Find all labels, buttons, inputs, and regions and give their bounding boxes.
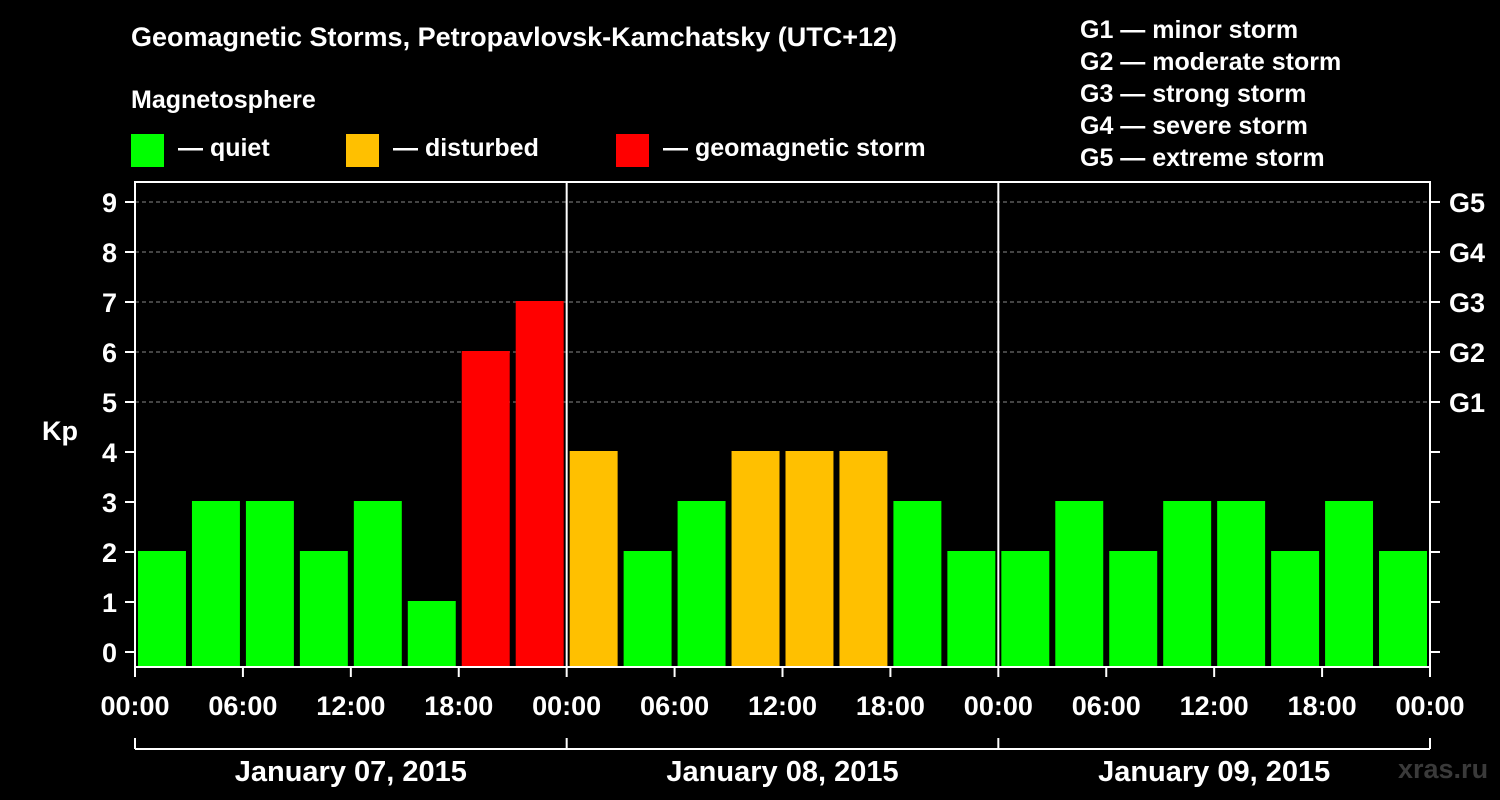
- x-tick-label: 18:00: [424, 691, 493, 721]
- x-tick-label: 00:00: [100, 691, 169, 721]
- kp-bar: [1109, 551, 1158, 667]
- g-level-label: G1: [1449, 388, 1485, 418]
- kp-bar: [839, 451, 888, 667]
- legend-swatch-quiet: [131, 134, 164, 167]
- g-level-label: G4: [1449, 238, 1485, 268]
- kp-bar: [515, 301, 564, 667]
- kp-bar: [731, 451, 780, 667]
- y-tick-label: 5: [102, 388, 117, 418]
- y-tick-label: 4: [102, 438, 117, 468]
- g-level-label: G3: [1449, 288, 1485, 318]
- kp-bar: [677, 501, 726, 667]
- legend-swatch-disturbed: [346, 134, 379, 167]
- y-tick-label: 8: [102, 238, 117, 268]
- kp-bar: [1001, 551, 1050, 667]
- y-tick-label: 6: [102, 338, 117, 368]
- kp-bar: [1163, 501, 1212, 667]
- x-tick-label: 12:00: [748, 691, 817, 721]
- g-level-label: G2: [1449, 338, 1485, 368]
- watermark: xras.ru: [1398, 754, 1489, 784]
- kp-bar: [138, 551, 186, 667]
- y-tick-label: 7: [102, 288, 117, 318]
- kp-bar: [569, 451, 618, 667]
- kp-bar: [1379, 551, 1427, 667]
- x-tick-label: 00:00: [1395, 691, 1464, 721]
- kp-bar: [623, 551, 672, 667]
- g-level-label: G5: [1449, 188, 1485, 218]
- kp-bar: [1217, 501, 1266, 667]
- kp-bar: [299, 551, 348, 667]
- x-tick-label: 00:00: [964, 691, 1033, 721]
- legend-label-quiet: — quiet: [178, 134, 270, 162]
- kp-bar: [191, 501, 240, 667]
- g-scale-item: G1 — minor storm: [1080, 16, 1299, 44]
- chart-title: Geomagnetic Storms, Petropavlovsk-Kamcha…: [131, 22, 898, 52]
- y-tick-label: 0: [102, 638, 117, 668]
- legend-label-disturbed: — disturbed: [393, 134, 539, 162]
- y-tick-label: 3: [102, 488, 117, 518]
- x-tick-label: 06:00: [640, 691, 709, 721]
- x-tick-label: 18:00: [1288, 691, 1357, 721]
- kp-bar: [1055, 501, 1104, 667]
- kp-bar: [407, 601, 456, 667]
- g-scale-item: G5 — extreme storm: [1080, 144, 1325, 172]
- kp-bar: [461, 351, 510, 667]
- y-axis-label: Kp: [42, 416, 78, 446]
- kp-bar: [893, 501, 942, 667]
- x-tick-label: 18:00: [856, 691, 925, 721]
- x-tick-label: 12:00: [1180, 691, 1249, 721]
- legend-heading: Magnetosphere: [131, 86, 316, 114]
- x-tick-label: 12:00: [316, 691, 385, 721]
- day-label: January 07, 2015: [235, 756, 467, 788]
- x-tick-label: 06:00: [208, 691, 277, 721]
- kp-bar: [947, 551, 996, 667]
- kp-bar: [1271, 551, 1320, 667]
- y-tick-label: 2: [102, 538, 117, 568]
- legend-label-storm: — geomagnetic storm: [663, 134, 926, 162]
- day-label: January 08, 2015: [666, 756, 898, 788]
- x-tick-label: 00:00: [532, 691, 601, 721]
- day-label: January 09, 2015: [1098, 756, 1330, 788]
- g-scale-item: G4 — severe storm: [1080, 112, 1308, 140]
- g-scale-list: G1 — minor storm G2 — moderate storm G3 …: [1080, 14, 1341, 174]
- kp-bar: [785, 451, 834, 667]
- kp-bar: [353, 501, 402, 667]
- kp-bar: [1325, 501, 1374, 667]
- y-tick-label: 9: [102, 188, 117, 218]
- x-tick-label: 06:00: [1072, 691, 1141, 721]
- kp-bar: [245, 501, 294, 667]
- g-scale-item: G2 — moderate storm: [1080, 48, 1342, 76]
- g-scale-item: G3 — strong storm: [1080, 80, 1307, 108]
- y-tick-label: 1: [102, 588, 117, 618]
- legend-swatch-storm: [616, 134, 649, 167]
